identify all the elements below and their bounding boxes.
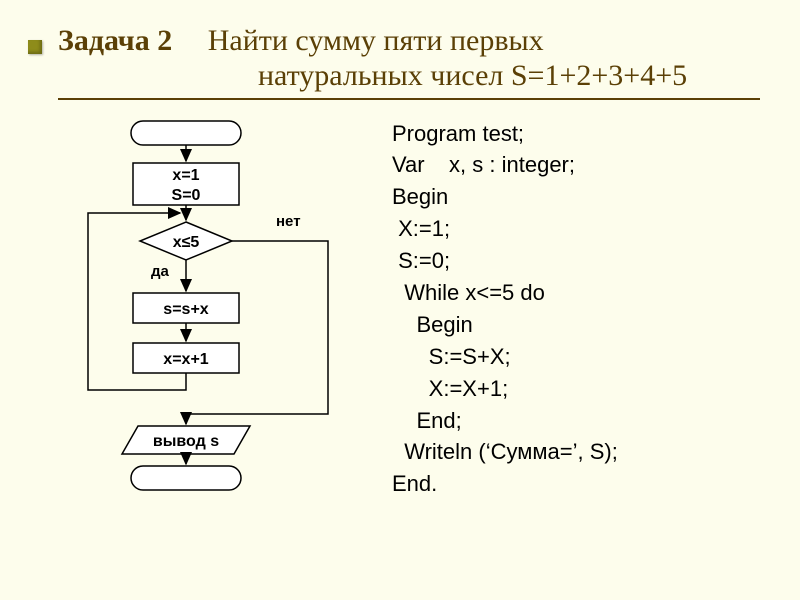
- slide: Задача 2 Найти сумму пяти первых натурал…: [0, 0, 800, 600]
- code-line: Program test;: [392, 118, 760, 150]
- code-line: X:=1;: [392, 213, 760, 245]
- node-start: [131, 121, 241, 145]
- label-no: нет: [276, 213, 301, 230]
- code-line: While x<=5 do: [392, 277, 760, 309]
- flowchart: x=1 S=0 x≤5 да нет s=s+x: [58, 118, 388, 548]
- code-line: S:=S+X;: [392, 341, 760, 373]
- node-end: [131, 466, 241, 490]
- code-line: End.: [392, 468, 760, 500]
- code-line: Writeln (‘Сумма=’, S);: [392, 436, 760, 468]
- node-init-label1: x=1: [172, 167, 199, 184]
- code-line: S:=0;: [392, 245, 760, 277]
- code-line: End;: [392, 405, 760, 437]
- title-underline: [58, 98, 760, 100]
- node-cond-label: x≤5: [173, 234, 200, 251]
- title-line2: натуральных чисел S=1+2+3+4+5: [258, 59, 760, 92]
- code-line: Begin: [392, 309, 760, 341]
- node-output-label: вывод s: [153, 433, 219, 450]
- title-bullet-icon: [28, 40, 42, 54]
- code-line: Var x, s : integer;: [392, 149, 760, 181]
- title-rest: Найти сумму пяти первых: [208, 24, 544, 57]
- title: Задача 2 Найти сумму пяти первых натурал…: [58, 24, 760, 92]
- node-init-label2: S=0: [172, 187, 201, 204]
- content: x=1 S=0 x≤5 да нет s=s+x: [58, 118, 760, 548]
- node-sum-label: s=s+x: [163, 301, 208, 318]
- code-line: X:=X+1;: [392, 373, 760, 405]
- code-line: Begin: [392, 181, 760, 213]
- title-bold: Задача 2: [58, 24, 172, 57]
- code-block: Program test; Var x, s : integer; Begin …: [388, 118, 760, 548]
- node-inc-label: x=x+1: [163, 351, 208, 368]
- flowchart-svg: x=1 S=0 x≤5 да нет s=s+x: [58, 118, 388, 548]
- label-yes: да: [151, 263, 170, 280]
